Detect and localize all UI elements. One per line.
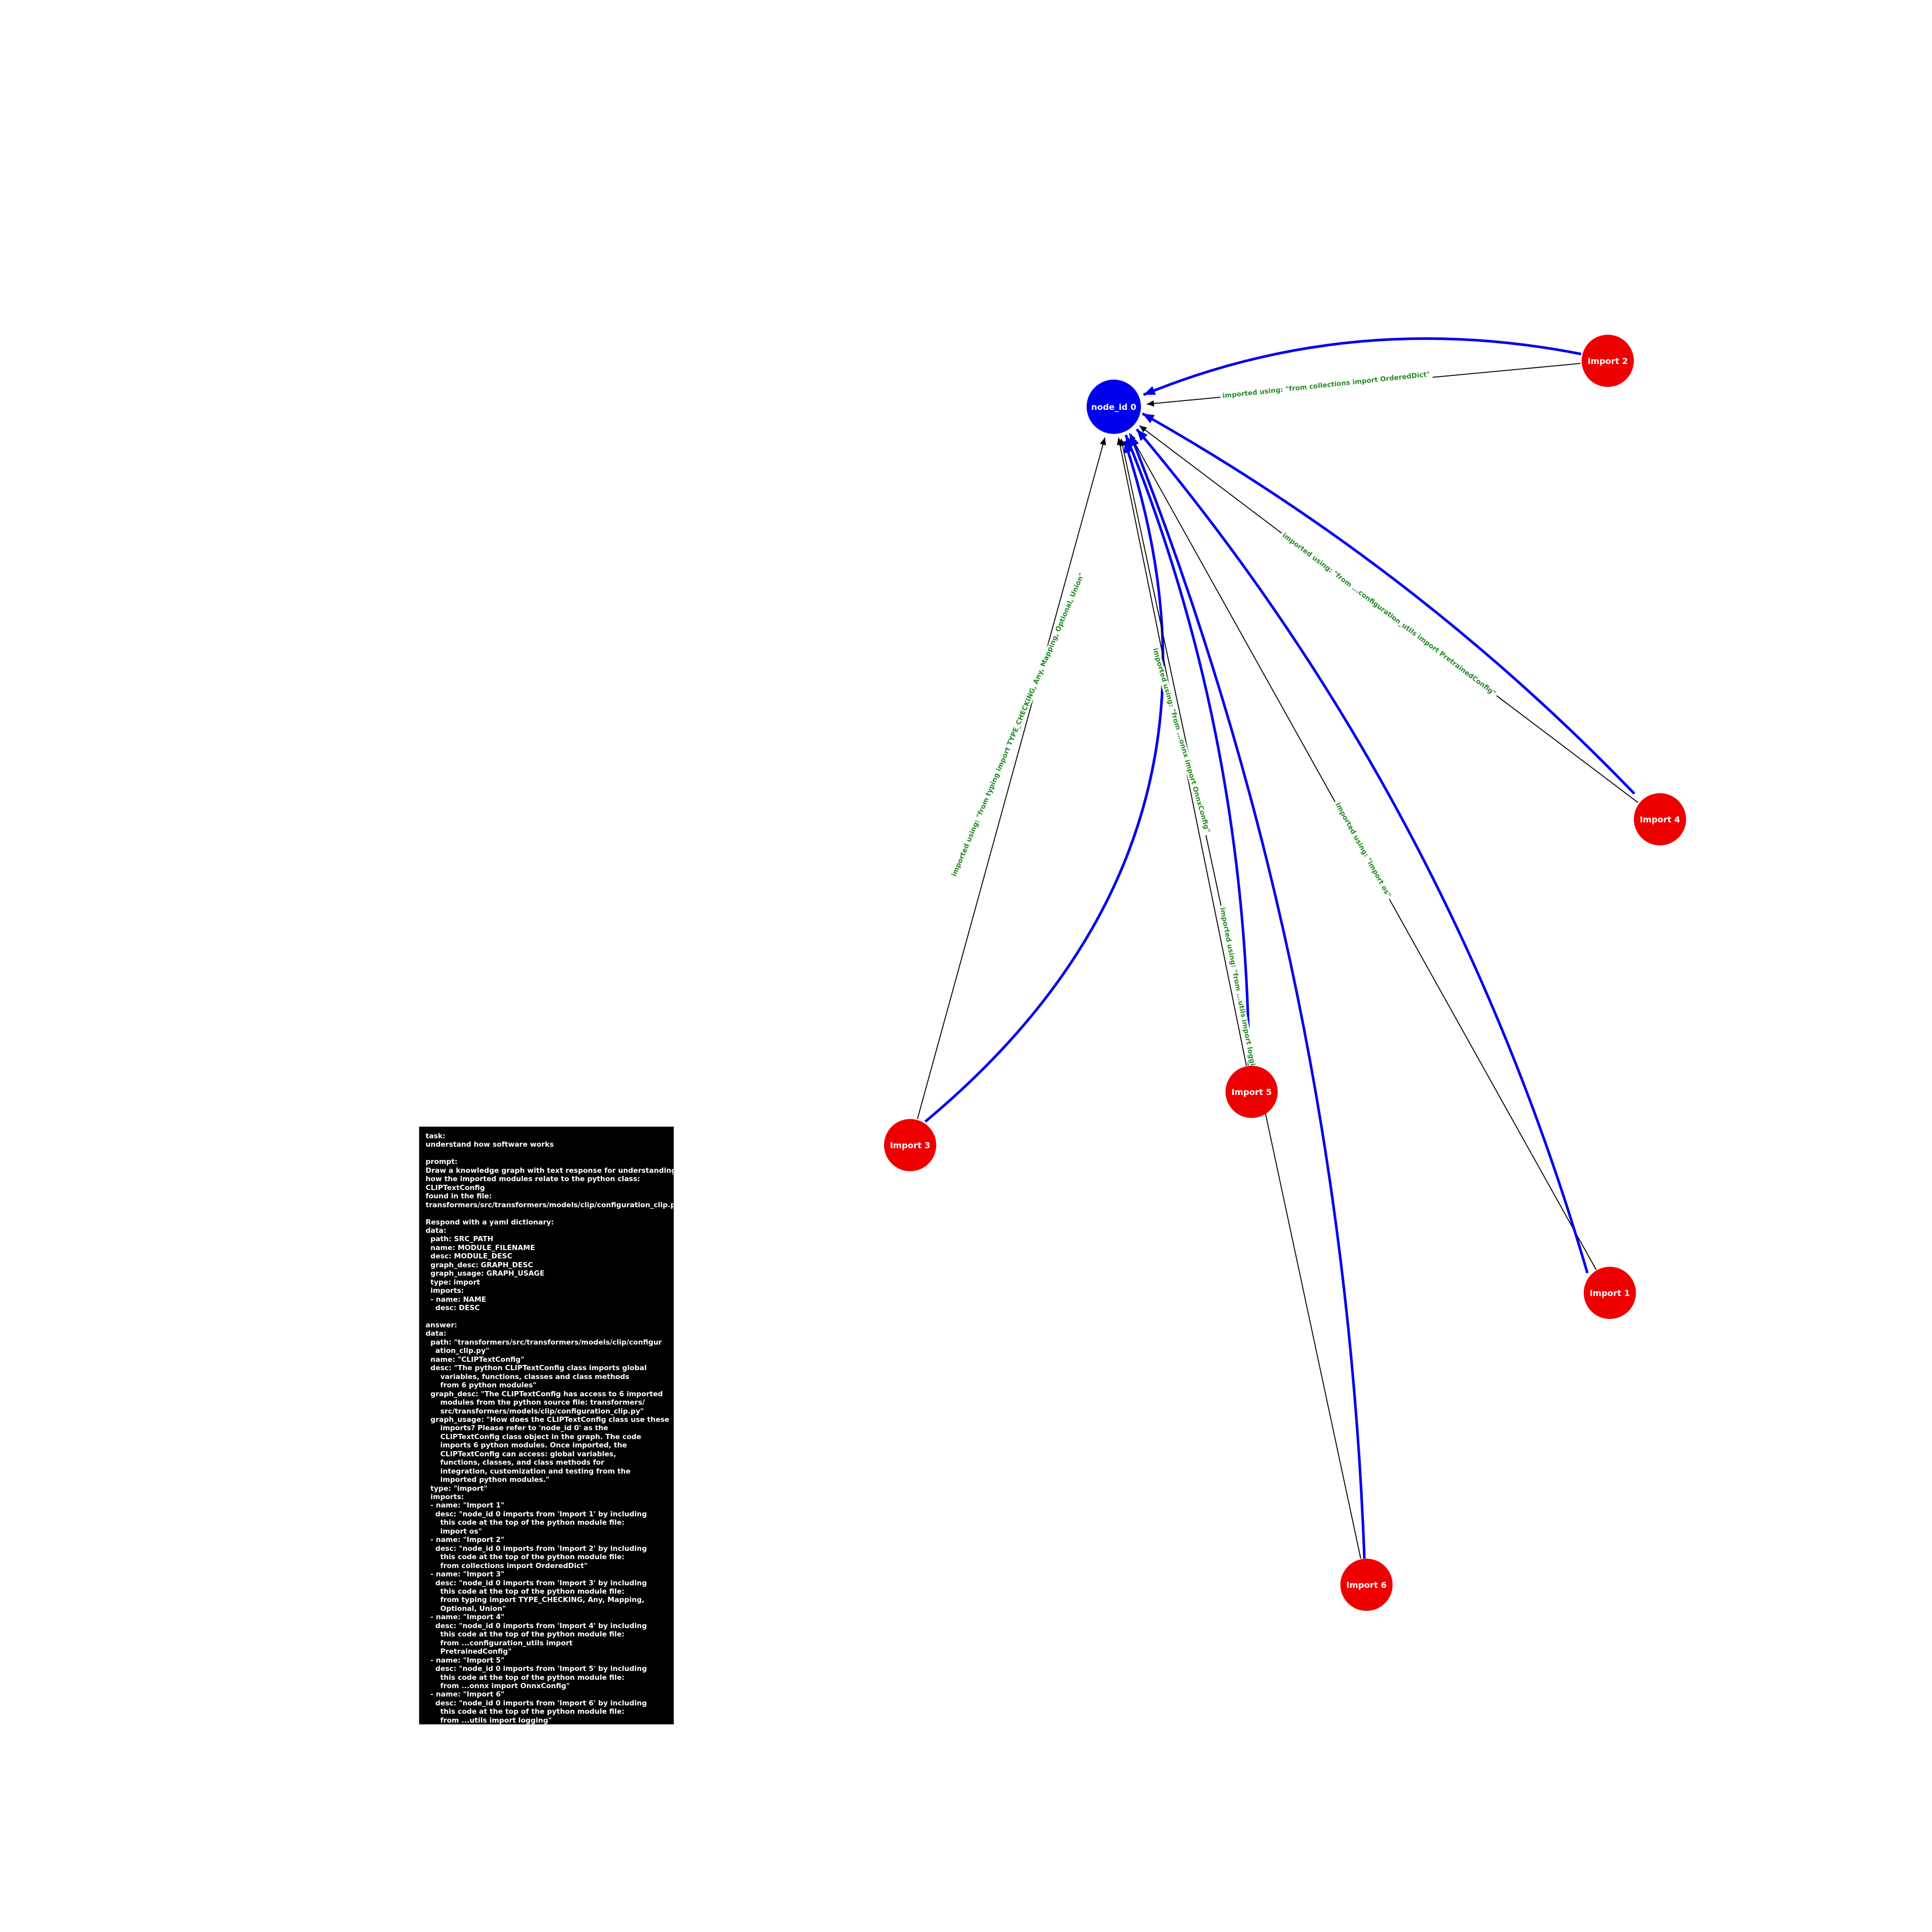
graph-node-node-id-0: node_id 0 (1087, 380, 1141, 434)
node-label-import-4: Import 4 (1640, 814, 1680, 824)
graph-node-import-3: Import 3 (884, 1119, 936, 1171)
edge-curve-import1 (1136, 428, 1589, 1274)
node-label-import-5: Import 5 (1231, 1087, 1272, 1097)
edge-line-import3 (917, 437, 1106, 1120)
edge-curve-import6 (1129, 434, 1366, 1559)
graph-node-import-1: Import 1 (1584, 1267, 1636, 1319)
node-label-import-3: Import 3 (890, 1140, 930, 1150)
edge-curve-import2 (1143, 337, 1582, 396)
edge-curve-import4 (1141, 412, 1635, 795)
node-label-import-1: Import 1 (1589, 1288, 1630, 1298)
node-label-import-6: Import 6 (1346, 1580, 1387, 1590)
edge-curve-import3 (924, 441, 1164, 1123)
edge-curve-import5 (1124, 434, 1251, 1066)
panel-text: task: understand how software works prom… (426, 1132, 674, 1725)
graph-node-import-4: Import 4 (1634, 793, 1686, 845)
graph-node-import-5: Import 5 (1226, 1066, 1278, 1118)
task-prompt-answer-panel: task: understand how software works prom… (419, 1126, 674, 1725)
graph-node-import-2: Import 2 (1582, 335, 1634, 387)
graph-node-import-6: Import 6 (1340, 1559, 1393, 1611)
node-label-node-id-0: node_id 0 (1091, 402, 1137, 412)
node-label-import-2: Import 2 (1587, 356, 1628, 366)
